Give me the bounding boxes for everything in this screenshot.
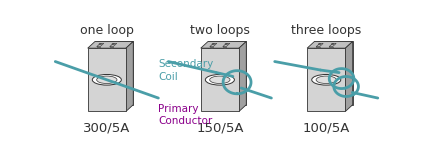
Text: two loops: two loops	[190, 24, 250, 37]
Text: Primary
Conductor: Primary Conductor	[158, 104, 213, 126]
Text: 100/5A: 100/5A	[302, 122, 350, 135]
Polygon shape	[345, 41, 353, 111]
Circle shape	[97, 76, 117, 84]
Circle shape	[212, 44, 214, 45]
Circle shape	[316, 76, 336, 84]
Polygon shape	[316, 47, 320, 48]
Polygon shape	[223, 43, 230, 47]
Polygon shape	[307, 48, 345, 111]
Polygon shape	[88, 41, 133, 48]
Circle shape	[312, 74, 341, 85]
Polygon shape	[329, 43, 336, 47]
Polygon shape	[316, 43, 323, 47]
Text: 150/5A: 150/5A	[196, 122, 244, 135]
Polygon shape	[97, 43, 104, 47]
Text: 300/5A: 300/5A	[83, 122, 130, 135]
Circle shape	[205, 74, 234, 85]
Text: one loop: one loop	[80, 24, 134, 37]
Polygon shape	[201, 48, 239, 111]
Polygon shape	[223, 47, 226, 48]
Circle shape	[99, 44, 102, 45]
Polygon shape	[110, 47, 113, 48]
Polygon shape	[314, 41, 353, 105]
Circle shape	[318, 44, 321, 45]
Polygon shape	[110, 43, 117, 47]
Polygon shape	[97, 47, 100, 48]
Polygon shape	[88, 48, 126, 111]
Polygon shape	[329, 47, 332, 48]
Polygon shape	[201, 41, 246, 48]
Circle shape	[331, 44, 334, 45]
Polygon shape	[239, 41, 246, 111]
Polygon shape	[210, 43, 217, 47]
Polygon shape	[126, 41, 133, 111]
Polygon shape	[210, 47, 213, 48]
Circle shape	[92, 74, 121, 85]
Polygon shape	[208, 41, 246, 105]
Text: Secondary
Coil: Secondary Coil	[158, 59, 214, 82]
Polygon shape	[95, 41, 133, 105]
Circle shape	[112, 44, 115, 45]
Circle shape	[225, 44, 228, 45]
Text: three loops: three loops	[291, 24, 361, 37]
Polygon shape	[307, 41, 353, 48]
Circle shape	[210, 76, 230, 84]
